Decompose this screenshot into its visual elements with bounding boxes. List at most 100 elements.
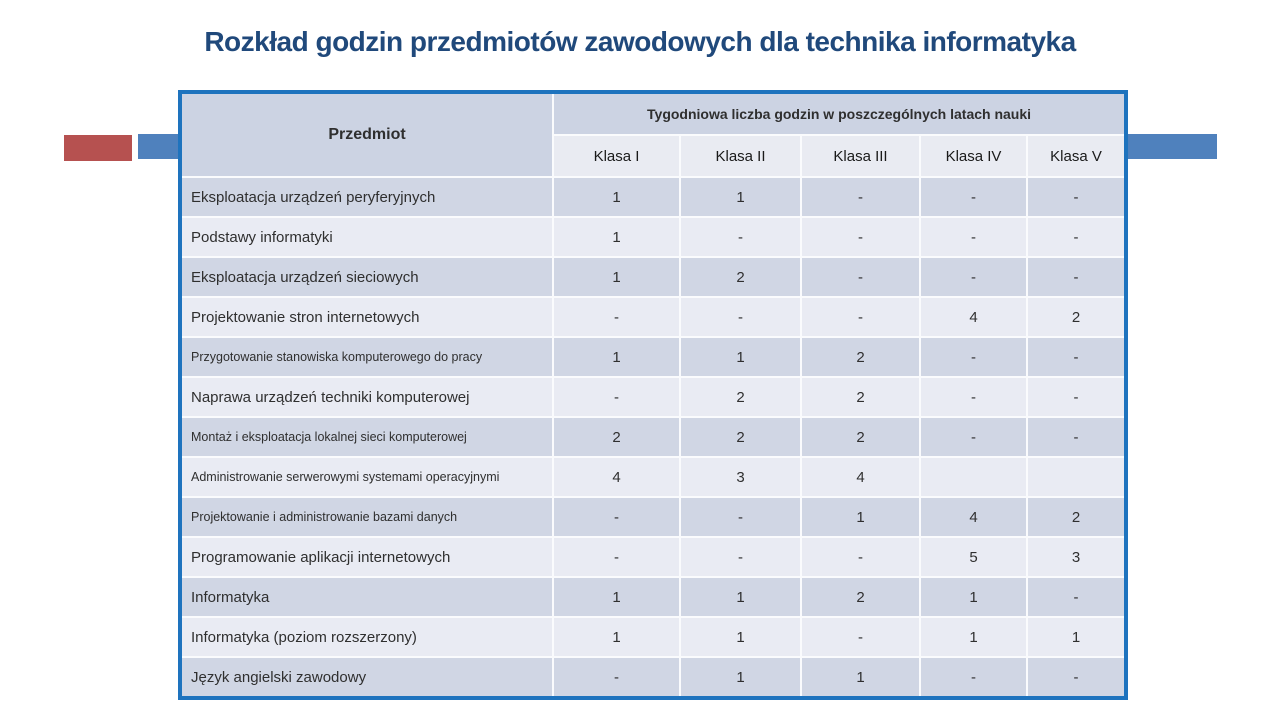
hours-cell: [1025, 456, 1128, 498]
column-header-class: Klasa IV: [919, 134, 1028, 178]
hours-cell: -: [552, 656, 681, 699]
hours-cell: -: [679, 536, 802, 578]
subject-cell: Podstawy informatyki: [179, 216, 554, 258]
hours-cell: -: [800, 176, 921, 218]
hours-cell: 1: [679, 656, 802, 699]
hours-cell: 3: [679, 456, 802, 498]
hours-cell: 1: [919, 576, 1028, 618]
hours-cell: 2: [800, 376, 921, 418]
hours-cell: 2: [679, 416, 802, 458]
table-row: Eksploatacja urządzeń sieciowych 1 2- - -: [179, 256, 1128, 298]
subject-cell: Informatyka: [179, 576, 554, 618]
table-row: Przygotowanie stanowiska komputerowego d…: [179, 336, 1128, 378]
hours-cell: 1: [1025, 616, 1128, 658]
hours-cell: 5: [919, 536, 1028, 578]
hours-cell: 1: [552, 176, 681, 218]
hours-cell: [919, 456, 1028, 498]
hours-cell: 2: [800, 416, 921, 458]
hours-cell: 2: [1025, 296, 1128, 338]
hours-cell: -: [919, 176, 1028, 218]
hours-cell: -: [1025, 656, 1128, 699]
table-row: Eksploatacja urządzeń peryferyjnych 1 1- - -: [179, 176, 1128, 218]
column-header-group: Tygodniowa liczba godzin w poszczególnyc…: [551, 91, 1128, 136]
hours-cell: -: [1025, 376, 1128, 418]
slide-title: Rozkład godzin przedmiotów zawodowych dl…: [204, 26, 1076, 57]
subject-cell: Administrowanie serwerowymi systemami op…: [179, 456, 554, 498]
hours-cell: -: [919, 656, 1028, 699]
table-row: Programowanie aplikacji internetowych - - -…: [179, 536, 1128, 578]
hours-cell: -: [800, 216, 921, 258]
table-row: Projektowanie stron internetowych - - -4 2: [179, 296, 1128, 338]
table-row: Informatyka 1 1 2 1-: [179, 576, 1128, 618]
subject-cell: Informatyka (poziom rozszerzony): [179, 616, 554, 658]
subject-cell: Przygotowanie stanowiska komputerowego d…: [179, 336, 554, 378]
hours-cell: 1: [552, 256, 681, 298]
table-row: Administrowanie serwerowymi systemami op…: [179, 456, 1128, 498]
subject-cell: Język angielski zawodowy: [179, 656, 554, 699]
hours-cell: 1: [552, 336, 681, 378]
hours-cell: 1: [679, 576, 802, 618]
hours-cell: 2: [800, 336, 921, 378]
hours-cell: -: [919, 256, 1028, 298]
subject-cell: Naprawa urządzeń techniki komputerowej: [179, 376, 554, 418]
hours-cell: 2: [800, 576, 921, 618]
hours-cell: 4: [919, 496, 1028, 538]
subject-cell: Projektowanie i administrowanie bazami d…: [179, 496, 554, 538]
hours-cell: 2: [679, 256, 802, 298]
subject-cell: Projektowanie stron internetowych: [179, 296, 554, 338]
column-header-class: Klasa III: [800, 134, 921, 178]
blue-accent-bar-right: [1124, 134, 1217, 159]
column-header-class: Klasa II: [679, 134, 802, 178]
hours-cell: 2: [552, 416, 681, 458]
header-row-group: Przedmiot Tygodniowa liczba godzin w pos…: [179, 91, 1128, 178]
hours-cell: -: [919, 336, 1028, 378]
subject-cell: Eksploatacja urządzeń sieciowych: [179, 256, 554, 298]
hours-table: Przedmiot Tygodniowa liczba godzin w pos…: [178, 90, 1129, 700]
hours-cell: 1: [679, 336, 802, 378]
hours-cell: -: [552, 376, 681, 418]
hours-cell: -: [679, 496, 802, 538]
column-header-class: Klasa V: [1025, 134, 1128, 178]
hours-cell: -: [552, 536, 681, 578]
hours-cell: 1: [800, 656, 921, 699]
hours-cell: 4: [552, 456, 681, 498]
subject-cell: Eksploatacja urządzeń peryferyjnych: [179, 176, 554, 218]
table-row: Język angielski zawodowy -1 1- -: [179, 656, 1128, 699]
hours-cell: -: [919, 376, 1028, 418]
hours-cell: 1: [679, 176, 802, 218]
hours-cell: 4: [800, 456, 921, 498]
blue-accent-bar-left: [138, 134, 178, 159]
hours-cell: 1: [552, 576, 681, 618]
column-header-class: Klasa I: [552, 134, 681, 178]
hours-cell: -: [552, 496, 681, 538]
hours-cell: 1: [800, 496, 921, 538]
hours-cell: 1: [679, 616, 802, 658]
hours-cell: -: [679, 296, 802, 338]
hours-cell: -: [679, 216, 802, 258]
hours-cell: -: [1025, 336, 1128, 378]
hours-cell: 1: [919, 616, 1028, 658]
hours-cell: -: [1025, 256, 1128, 298]
hours-cell: -: [552, 296, 681, 338]
table-row: Podstawy informatyki 1- - - -: [179, 216, 1128, 258]
hours-cell: 1: [552, 216, 681, 258]
hours-cell: -: [919, 416, 1028, 458]
subject-cell: Programowanie aplikacji internetowych: [179, 536, 554, 578]
table-row: Montaż i eksploatacja lokalnej sieci kom…: [179, 416, 1128, 458]
hours-cell: -: [800, 296, 921, 338]
hours-cell: -: [800, 536, 921, 578]
hours-cell: 1: [552, 616, 681, 658]
table-row: Projektowanie i administrowanie bazami d…: [179, 496, 1128, 538]
hours-cell: -: [1025, 416, 1128, 458]
hours-cell: 2: [1025, 496, 1128, 538]
red-accent-bar: [64, 135, 132, 161]
hours-cell: -: [800, 256, 921, 298]
column-header-subject: Przedmiot: [179, 91, 554, 178]
subject-cell: Montaż i eksploatacja lokalnej sieci kom…: [179, 416, 554, 458]
table-row: Informatyka (poziom rozszerzony) 1 1-1 1: [179, 616, 1128, 658]
hours-cell: -: [1025, 216, 1128, 258]
hours-cell: 2: [679, 376, 802, 418]
hours-cell: -: [919, 216, 1028, 258]
hours-cell: 3: [1025, 536, 1128, 578]
